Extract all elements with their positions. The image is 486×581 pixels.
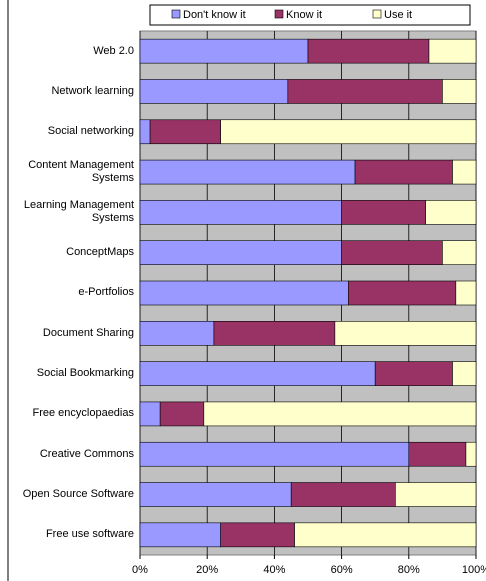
y-tick-label: Content Management Systems xyxy=(8,152,134,192)
bar-segment xyxy=(428,38,477,64)
label-text: Content Management Systems xyxy=(28,159,134,185)
x-tick-label: 60% xyxy=(331,564,353,576)
x-tick-label: 100% xyxy=(462,564,486,576)
bar-segment xyxy=(334,321,477,346)
bar-segment xyxy=(139,38,309,64)
label-text: Learning Management Systems xyxy=(23,199,134,225)
bar-segment xyxy=(465,441,477,467)
bar-segment xyxy=(348,280,457,306)
bar-segment xyxy=(203,401,477,427)
label-text: Web 2.0 xyxy=(93,44,134,57)
y-tick-label: Learning Management Systems xyxy=(8,192,134,232)
legend-label: Know it xyxy=(286,9,322,21)
bar-segment xyxy=(213,321,336,346)
bar-segment xyxy=(294,522,477,548)
bar-segment xyxy=(425,200,477,225)
bar-segment xyxy=(139,361,376,386)
legend-swatch xyxy=(171,9,181,19)
bar-segment xyxy=(139,482,292,507)
label-text: e-Portfolios xyxy=(78,286,134,299)
label-text: Open Source Software xyxy=(22,488,134,501)
y-tick-label: Document Sharing xyxy=(8,313,134,353)
bar-segment xyxy=(139,240,342,265)
y-tick-label: Free encyclopaedias xyxy=(8,394,134,434)
bar-segment xyxy=(442,240,477,265)
label-text: Free encyclopaedias xyxy=(32,407,134,420)
bar-segment xyxy=(139,79,289,104)
bar-segment xyxy=(139,200,342,225)
bar-segment xyxy=(139,280,349,306)
y-tick-label: Social Bookmarking xyxy=(8,353,134,393)
bar-segment xyxy=(452,361,477,386)
bar-segment xyxy=(341,240,443,265)
y-tick-label: Free use software xyxy=(8,515,134,555)
x-tick-label: 20% xyxy=(196,564,218,576)
y-tick-label: Open Source Software xyxy=(8,474,134,514)
legend-swatch xyxy=(274,9,284,19)
legend: Don't know it Know it Use it xyxy=(149,4,471,26)
label-text: Social Bookmarking xyxy=(36,367,134,380)
y-tick-label: Network learning xyxy=(8,71,134,111)
x-tick-label: 80% xyxy=(398,564,420,576)
y-tick-label: e-Portfolios xyxy=(8,273,134,313)
bar-segment xyxy=(139,119,151,145)
bar-segment xyxy=(452,159,477,185)
bar-segment xyxy=(139,441,410,467)
bar-segment xyxy=(139,321,215,346)
bar-segment xyxy=(139,401,161,427)
label-text: ConceptMaps xyxy=(66,246,134,259)
bar-segment xyxy=(159,401,205,427)
label-text: Social networking xyxy=(47,125,134,138)
x-tick-label: 40% xyxy=(263,564,285,576)
bar-segment xyxy=(139,159,356,185)
legend-label: Use it xyxy=(384,9,412,21)
bar-segment xyxy=(220,522,295,548)
bar-segment xyxy=(307,38,430,64)
label-text: Document Sharing xyxy=(42,326,134,339)
bar-segment xyxy=(287,79,443,104)
bar-segment xyxy=(290,482,396,507)
label-text: Network learning xyxy=(51,84,134,97)
bar-segment xyxy=(149,119,221,145)
x-tick-label: 0% xyxy=(132,564,148,576)
bar-segment xyxy=(442,79,477,104)
label-text: Creative Commons xyxy=(39,447,134,460)
bar-segment xyxy=(395,482,477,507)
bar-segment xyxy=(341,200,426,225)
y-tick-label: Creative Commons xyxy=(8,434,134,474)
y-tick-label: ConceptMaps xyxy=(8,233,134,273)
legend-label: Don't know it xyxy=(183,9,246,21)
bar-segment xyxy=(220,119,477,145)
bar-segment xyxy=(455,280,477,306)
legend-swatch xyxy=(372,9,382,19)
bar-segment xyxy=(374,361,453,386)
y-tick-label: Web 2.0 xyxy=(8,31,134,71)
bar-segment xyxy=(408,441,467,467)
legend-box xyxy=(149,4,471,26)
label-text: Free use software xyxy=(45,528,134,541)
bar-segment xyxy=(354,159,453,185)
y-tick-label: Social networking xyxy=(8,112,134,152)
bar-segment xyxy=(139,522,221,548)
